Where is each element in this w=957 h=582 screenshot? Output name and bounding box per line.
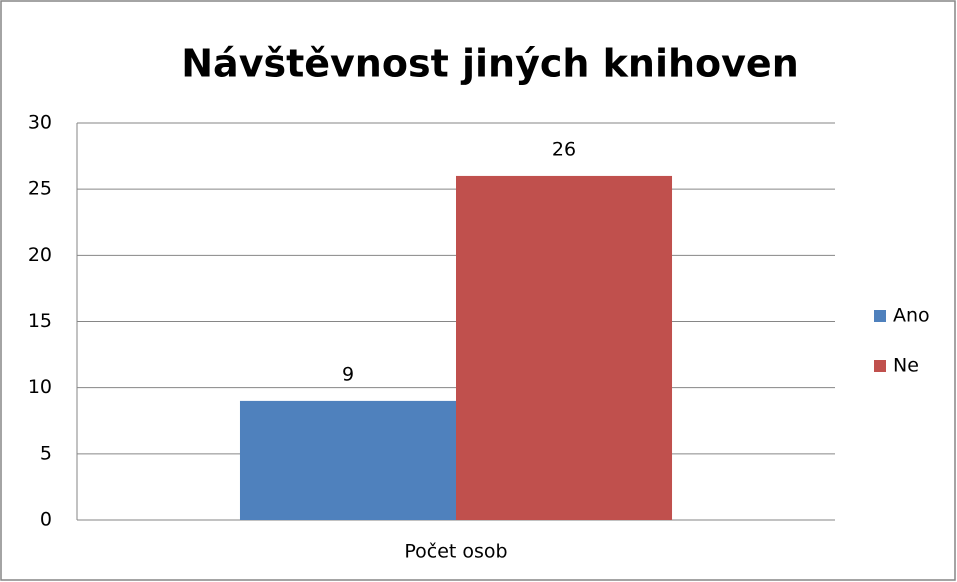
y-tick-label: 10	[28, 376, 52, 398]
data-label: 26	[552, 138, 576, 160]
y-tick-label: 30	[28, 112, 52, 134]
y-tick-label: 0	[40, 509, 52, 531]
y-tick-label: 20	[28, 244, 52, 266]
y-tick-label: 15	[28, 310, 52, 332]
bar	[239, 400, 456, 520]
y-tick-label: 5	[40, 442, 52, 464]
legend-swatch	[874, 310, 886, 322]
chart-title: Návštěvnost jiných knihoven	[181, 42, 799, 86]
legend-label: Ano	[893, 305, 930, 327]
bar	[456, 175, 673, 520]
legend-label: Ne	[893, 355, 919, 377]
legend-swatch	[874, 360, 886, 372]
x-tick-label: Počet osob	[404, 541, 507, 563]
y-tick-label: 25	[28, 178, 52, 200]
data-label: 9	[342, 363, 354, 385]
